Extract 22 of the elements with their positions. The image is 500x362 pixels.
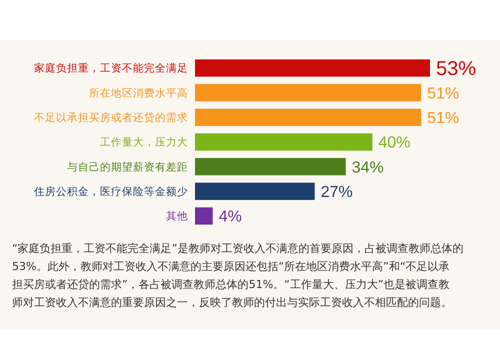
data-label: 51% xyxy=(427,85,460,102)
y-tick-label: 所在地区消费水平高 xyxy=(89,86,188,100)
bar xyxy=(195,207,213,225)
y-tick-label: 工作量大，压力大 xyxy=(100,136,188,149)
y-tick-label: 不足以承担买房或者还贷的需求 xyxy=(34,111,188,124)
y-tick-label: 与自己的期望薪资有差距 xyxy=(67,160,188,174)
y-tick-label: 住房公积金，医疗保险等金额少 xyxy=(34,184,188,198)
data-label: 34% xyxy=(352,159,384,176)
data-label: 4% xyxy=(218,208,242,226)
bar xyxy=(195,133,372,151)
bar xyxy=(195,158,346,176)
bar xyxy=(195,59,430,77)
data-label: 51% xyxy=(427,110,460,127)
y-tick-label: 家庭负担重，工资不能完全满足 xyxy=(34,62,188,75)
data-label: 40% xyxy=(378,134,410,152)
bar xyxy=(195,108,422,126)
data-label: 27% xyxy=(320,184,353,201)
data-label: 53% xyxy=(436,58,476,80)
y-tick-label: 其他 xyxy=(166,210,188,223)
text: “家庭负担重，工资不能完全满足”是教师对工资收入不满意的首要原因，占被调查教师总体的53%。此外，教师对工资收入不满意的主要原因还包括“所在地区消费水平高”和“不足以承担买房或者还贷的需求”，各占被调查教师总体的51%。“工作量大、压力大”也是被调查教师对工资收入不满意的重要原因之一，反映了教师的付出与实际工资收入不相匹配的问题。 xyxy=(12,242,464,309)
bar xyxy=(195,182,315,200)
bar xyxy=(195,84,422,102)
